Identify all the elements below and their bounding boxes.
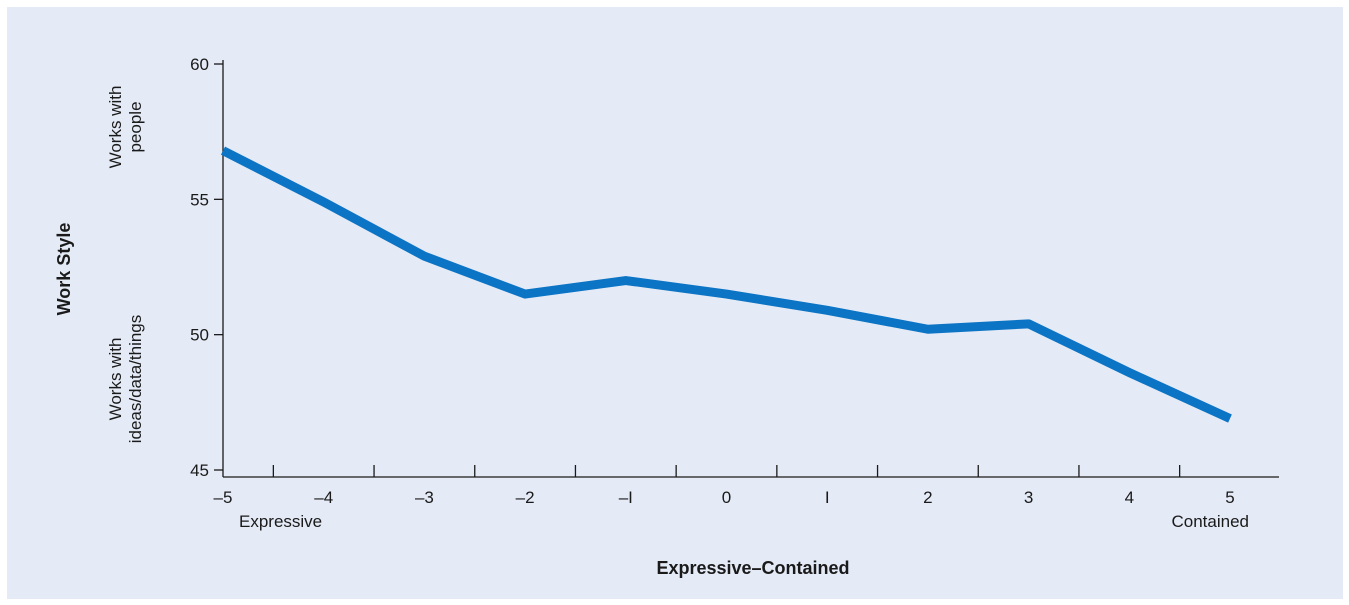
y-ticks: 45 50 55 60 (190, 55, 223, 480)
x-tick-label: –2 (516, 488, 535, 507)
chart-figure: 45 50 55 60 –5 –4 –3 –2 –I 0 I 2 3 4 5 Expressive Con… (7, 7, 1343, 599)
x-tick-label: 5 (1225, 488, 1234, 507)
y-axis-title: Work Style (54, 223, 74, 316)
series-layer (220, 146, 1232, 423)
x-tick-label: –4 (314, 488, 333, 507)
x-tick-label: I (825, 488, 830, 507)
x-axis-title: Expressive–Contained (656, 558, 849, 578)
y-side-label-bottom: Works withideas/data/things (106, 315, 145, 444)
x-tick-label: –5 (214, 488, 233, 507)
series-line (220, 146, 1232, 423)
y-tick-label: 60 (190, 55, 209, 74)
x-end-label-right: Contained (1171, 512, 1249, 531)
x-ticks: –5 –4 –3 –2 –I 0 I 2 3 4 5 (214, 465, 1235, 507)
y-side-label-top: Works withpeople (106, 86, 145, 169)
y-tick-label: 55 (190, 190, 209, 209)
x-tick-label: 2 (923, 488, 932, 507)
x-tick-label: –3 (415, 488, 434, 507)
x-end-label-left: Expressive (239, 512, 322, 531)
axes (222, 60, 1279, 478)
x-tick-label: –I (619, 488, 633, 507)
x-tick-label: 0 (722, 488, 731, 507)
y-tick-label: 45 (190, 461, 209, 480)
x-tick-label: 4 (1125, 488, 1134, 507)
y-tick-label: 50 (190, 326, 209, 345)
x-tick-label: 3 (1024, 488, 1033, 507)
